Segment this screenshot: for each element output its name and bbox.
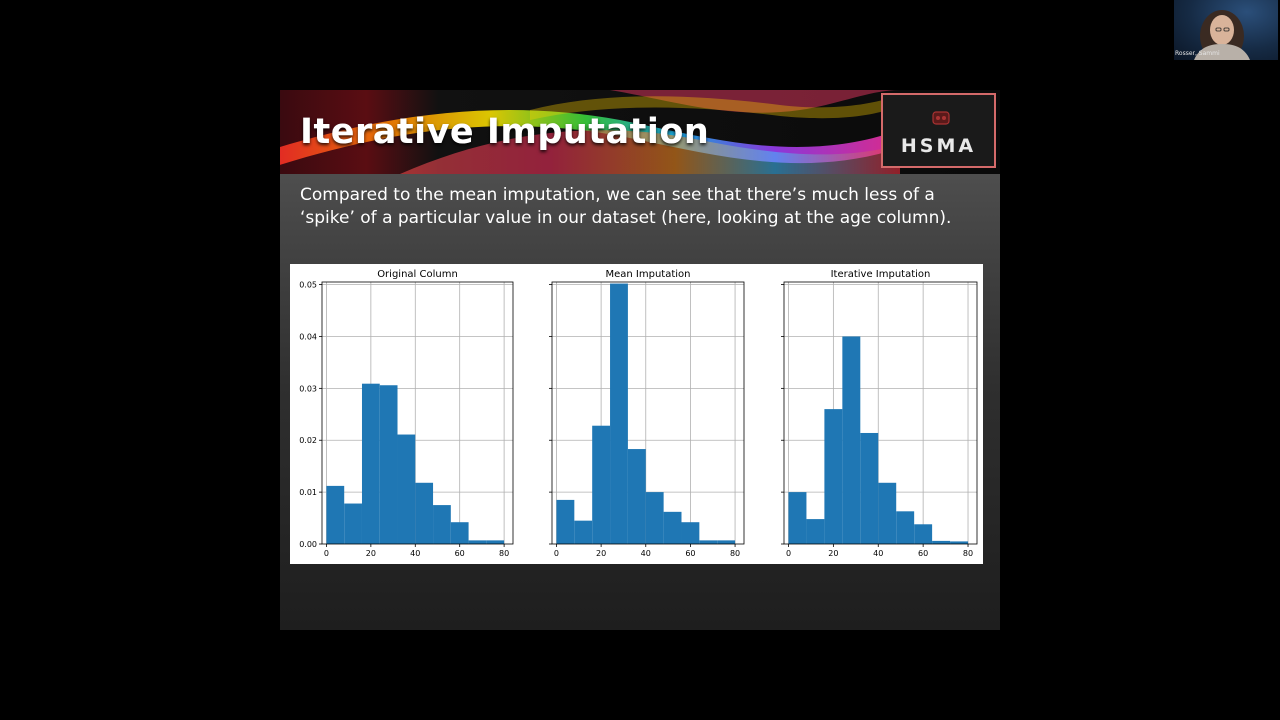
x-tick-label: 80	[730, 549, 740, 558]
y-tick-label: 0.04	[299, 332, 317, 341]
histogram-bar	[896, 511, 915, 544]
histogram-bar	[717, 540, 736, 544]
x-tick-label: 80	[963, 549, 973, 558]
histogram-bar	[397, 434, 416, 544]
x-tick-label: 20	[366, 549, 376, 558]
histogram-bar	[645, 492, 664, 544]
histogram-figure: Original Column 0 20 40 60 80 0.00 0.01 0.02 0.03…	[290, 264, 983, 564]
x-tick-label: 0	[786, 549, 791, 558]
logo-text: HSMA	[900, 135, 977, 157]
x-tick-label: 0	[554, 549, 559, 558]
histogram-bar	[824, 409, 843, 544]
x-tick-label: 60	[455, 549, 465, 558]
x-tick-label: 40	[410, 549, 420, 558]
y-tick-label: 0.05	[299, 281, 317, 290]
histogram-bar	[592, 425, 611, 544]
plot-frame	[551, 281, 745, 545]
histogram-bar	[627, 449, 646, 544]
histogram-bar	[610, 283, 628, 544]
histogram-bar	[878, 482, 897, 544]
histogram-bar	[681, 522, 700, 544]
histogram-bar	[574, 520, 593, 544]
histogram-bar	[486, 540, 505, 544]
histogram-bar	[663, 511, 682, 544]
histogram-bar	[932, 540, 951, 544]
y-tick-label: 0.01	[299, 488, 317, 497]
x-tick-label: 20	[596, 549, 606, 558]
histogram-bar	[326, 485, 345, 544]
y-tick-label: 0.00	[299, 540, 317, 549]
histogram-bar	[860, 432, 879, 544]
histogram-bar	[699, 540, 718, 544]
histogram-bar	[914, 524, 933, 544]
presentation-slide: Iterative Imputation HSMA Compared to th…	[280, 90, 1000, 630]
histogram-bar	[433, 505, 451, 544]
histogram-bar	[344, 503, 362, 544]
y-tick-label: 0.02	[299, 436, 317, 445]
chart-title: Iterative Imputation	[831, 269, 931, 280]
histogram-bar	[556, 499, 575, 544]
logo-mark-icon	[932, 111, 950, 125]
plot-frame	[321, 281, 514, 545]
rainbow-streaks-graphic	[280, 90, 900, 174]
histogram-bar	[842, 336, 861, 544]
participant-video-tile[interactable]: Rosser, Sammi	[1174, 0, 1278, 60]
x-tick-label: 80	[499, 549, 509, 558]
histogram-bar	[468, 540, 487, 544]
x-tick-label: 20	[828, 549, 838, 558]
x-tick-label: 60	[685, 549, 695, 558]
histogram-bar	[950, 541, 969, 544]
slide-caption: Compared to the mean imputation, we can …	[300, 185, 952, 228]
chart-title: Mean Imputation	[605, 269, 690, 280]
histogram-bar	[415, 482, 434, 544]
histogram-bar	[450, 522, 469, 544]
participant-avatar-image	[1194, 10, 1250, 60]
histogram-bar	[806, 519, 825, 544]
histogram-bar	[379, 385, 398, 544]
histogram-charts: Original Column 0 20 40 60 80 0.00 0.01 0.02 0.03…	[299, 269, 978, 558]
histogram-bar	[788, 492, 807, 544]
x-tick-label: 40	[873, 549, 883, 558]
chart-title: Original Column	[377, 269, 458, 280]
histogram-bar	[361, 383, 380, 544]
plot-frame	[783, 281, 978, 545]
x-tick-label: 60	[918, 549, 928, 558]
y-tick-label: 0.03	[299, 384, 317, 393]
x-tick-label: 40	[641, 549, 651, 558]
hsma-logo: HSMA	[881, 93, 996, 168]
participant-name-label: Rosser, Sammi	[1175, 50, 1220, 57]
x-tick-label: 0	[324, 549, 329, 558]
slide-title: Iterative Imputation	[300, 112, 710, 152]
slide-banner: Iterative Imputation	[280, 90, 1000, 174]
